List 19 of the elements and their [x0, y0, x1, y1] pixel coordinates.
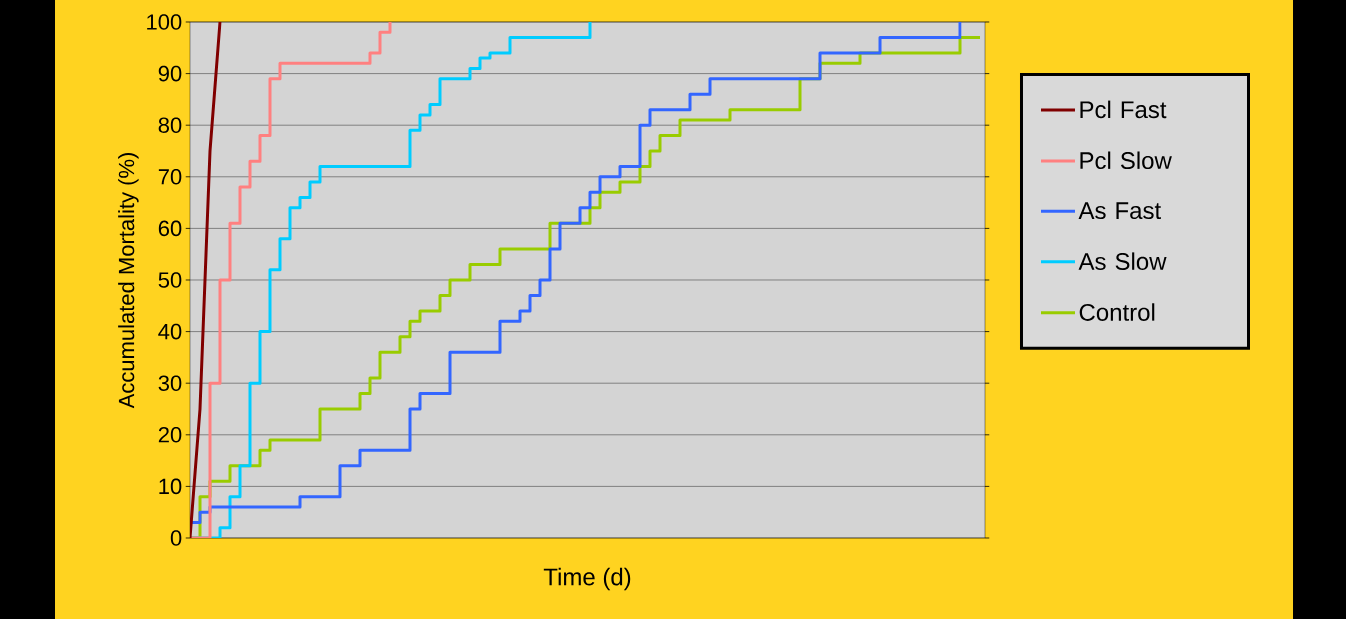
- y-tick-label: 50: [158, 272, 182, 288]
- x-axis-title: Time (d): [543, 567, 631, 591]
- legend-label: Control: [1079, 303, 1155, 321]
- legend-label: Pcl Slow: [1080, 151, 1172, 170]
- y-tick-label: 90: [158, 65, 182, 82]
- line-series: [190, 22, 222, 538]
- y-tick-label: 10: [159, 478, 182, 495]
- y-tick-label: 100: [147, 14, 182, 30]
- y-tick-label: 60: [158, 220, 182, 237]
- y-tick-label: 70: [158, 169, 182, 185]
- y-tick-label: 80: [158, 117, 182, 133]
- legend-label: As Slow: [1078, 252, 1167, 270]
- legend-label: As Fast: [1078, 202, 1161, 220]
- legend-label: Pcl Fast: [1080, 100, 1167, 119]
- y-tick-label: 30: [158, 375, 182, 391]
- y-tick-label: 0: [170, 530, 182, 546]
- y-tick-label: 20: [158, 427, 182, 443]
- y-axis-title: Accumulated Mortality (%): [118, 153, 139, 409]
- y-tick-label: 40: [158, 323, 182, 340]
